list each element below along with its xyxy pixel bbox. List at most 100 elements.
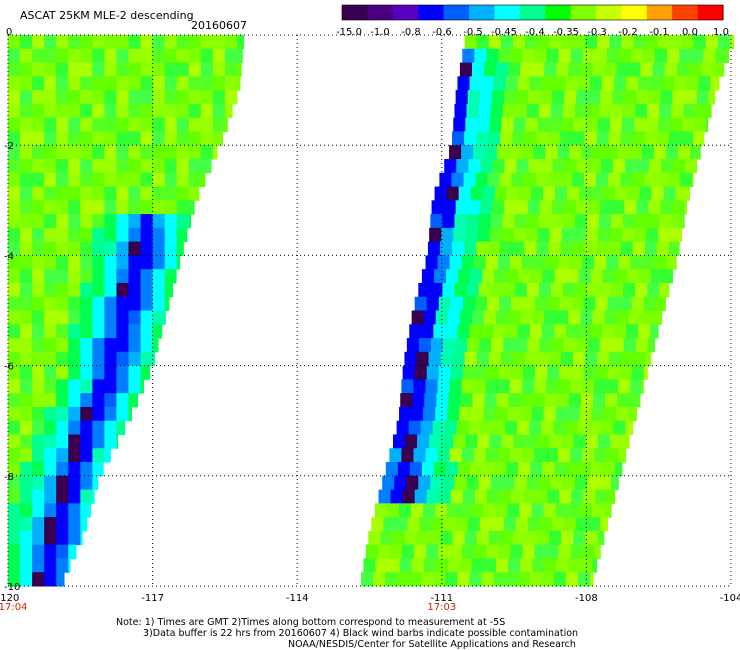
heatmap-cell [597, 227, 611, 243]
heatmap-cell [644, 172, 657, 188]
heatmap-cell [446, 186, 460, 201]
heatmap-cell [526, 475, 540, 491]
heatmap-cell [104, 227, 117, 243]
heatmap-cell [477, 227, 490, 243]
heatmap-cell [509, 379, 523, 394]
heatmap-cell [68, 324, 81, 339]
heatmap-cell [20, 420, 33, 435]
heatmap-cell [633, 227, 647, 243]
heatmap-cell [406, 475, 419, 491]
heatmap-cell [567, 186, 580, 201]
heatmap-cell [32, 172, 45, 188]
y-tick-label: -10 [4, 582, 20, 593]
heatmap-cell [507, 503, 521, 518]
heatmap-cell [32, 530, 45, 546]
heatmap-cell [609, 351, 622, 367]
heatmap-cell [592, 62, 605, 77]
heatmap-cell [544, 393, 558, 408]
heatmap-cell [116, 310, 129, 325]
heatmap-cell [164, 76, 178, 91]
heatmap-cell [640, 310, 654, 325]
heatmap-cell [176, 62, 190, 77]
heatmap-cell [140, 158, 154, 174]
heatmap-cell [152, 214, 166, 229]
heatmap-cell [423, 310, 437, 325]
heatmap-cell [676, 62, 690, 77]
heatmap-cell [418, 282, 431, 298]
heatmap-cell [455, 517, 469, 532]
heatmap-cell [425, 255, 439, 270]
heatmap-cell [649, 158, 662, 174]
heatmap-cell [128, 62, 142, 77]
heatmap-cell [92, 117, 105, 132]
colorbar-tick-label: -0.45 [491, 27, 517, 38]
heatmap-cell [164, 35, 178, 50]
heatmap-cell [511, 365, 524, 380]
heatmap-cell [8, 448, 21, 463]
heatmap-cell [32, 145, 45, 160]
heatmap-cell [580, 310, 593, 325]
heatmap-cell [596, 172, 609, 188]
heatmap-cell [599, 475, 612, 491]
heatmap-cell [482, 462, 495, 477]
heatmap-cell [566, 269, 580, 284]
heatmap-cell [680, 131, 694, 146]
heatmap-cell [423, 406, 436, 422]
heatmap-cell [466, 214, 480, 229]
heatmap-cell [501, 434, 514, 449]
heatmap-cell [611, 103, 624, 119]
heatmap-cell [537, 117, 551, 132]
heatmap-cell [534, 48, 548, 64]
heatmap-cell [164, 255, 178, 270]
heatmap-cell [390, 489, 404, 504]
heatmap-cell [530, 269, 543, 284]
heatmap-cell [531, 406, 545, 422]
heatmap-cell [435, 503, 448, 518]
heatmap-cell [552, 158, 566, 174]
heatmap-cell [44, 338, 57, 353]
heatmap-cell [547, 489, 560, 504]
heatmap-cell [473, 145, 486, 160]
heatmap-cell [623, 214, 636, 229]
heatmap-cell [152, 172, 166, 188]
heatmap-cell [655, 48, 668, 64]
heatmap-cell [140, 200, 154, 215]
x-tick-label: -120 [0, 593, 19, 604]
heatmap-cell [414, 489, 428, 504]
heatmap-cell [466, 475, 480, 491]
heatmap-cell [547, 365, 560, 380]
heatmap-cell [468, 420, 482, 435]
heatmap-cell [613, 420, 627, 435]
heatmap-cell [44, 572, 57, 587]
heatmap-cell [152, 90, 166, 105]
heatmap-cell [152, 241, 166, 256]
heatmap-cell [392, 434, 406, 449]
heatmap-cell [443, 338, 456, 353]
heatmap-cell [437, 255, 451, 270]
heatmap-cell [456, 158, 469, 174]
heatmap-cell [597, 35, 610, 50]
colorbar-swatch [443, 5, 470, 20]
heatmap-cell [508, 558, 521, 573]
heatmap-cell [562, 475, 576, 491]
heatmap-cell [503, 338, 516, 353]
heatmap-cell [8, 117, 21, 132]
heatmap-cell [92, 172, 105, 188]
heatmap-cell [685, 158, 698, 174]
heatmap-cell [673, 158, 686, 174]
heatmap-cell [635, 282, 648, 298]
heatmap-cell [437, 448, 451, 463]
heatmap-cell [519, 406, 533, 422]
heatmap-cell [461, 448, 475, 463]
heatmap-cell [448, 393, 461, 408]
heatmap-cell [463, 172, 477, 188]
heatmap-cell [439, 172, 452, 188]
heatmap-cell [8, 103, 21, 119]
heatmap-cell [467, 200, 481, 215]
heatmap-cell [527, 200, 541, 215]
heatmap-cell [128, 200, 142, 215]
heatmap-cell [140, 379, 145, 394]
heatmap-cell [645, 35, 658, 50]
heatmap-cell [200, 76, 214, 91]
heatmap-cell [659, 103, 672, 119]
